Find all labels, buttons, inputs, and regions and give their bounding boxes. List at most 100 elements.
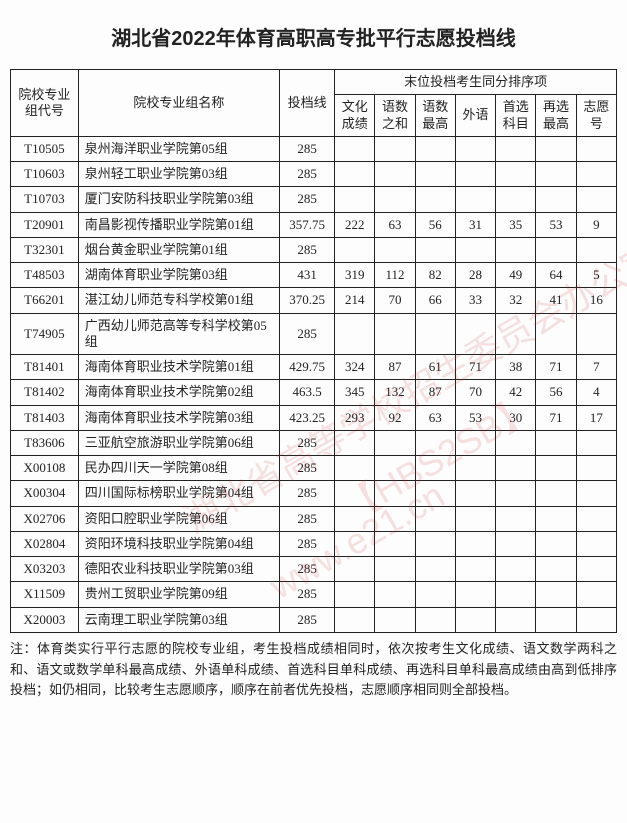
cell-code: T32301 [11,237,79,262]
cell-sub [455,557,495,582]
cell-sub [576,456,616,481]
cell-sub [536,481,576,506]
table-row: X11509贵州工贸职业学院第09组285 [11,582,617,607]
cell-score: 423.25 [280,405,335,430]
table-row: T81402海南体育职业技术学院第02组463.5345132877042564 [11,380,617,405]
cell-sub [496,481,536,506]
cell-sub: 112 [375,263,415,288]
cell-sub [455,506,495,531]
cell-sub [335,313,375,355]
cell-score: 285 [280,187,335,212]
cell-sub [415,481,455,506]
cell-name: 资阳口腔职业学院第06组 [78,506,279,531]
cell-sub: 41 [536,288,576,313]
cell-sub: 33 [455,288,495,313]
cell-sub [536,506,576,531]
cell-sub [335,456,375,481]
cell-name: 烟台黄金职业学院第01组 [78,237,279,262]
cell-name: 广西幼儿师范高等专科学校第05组 [78,313,279,355]
cell-sub [496,607,536,632]
cell-sub: 70 [375,288,415,313]
table-row: T48503湖南体育职业学院第03组431319112822849645 [11,263,617,288]
cell-name: 泉州海洋职业学院第05组 [78,136,279,161]
cell-name: 四川国际标榜职业学院第04组 [78,481,279,506]
cell-sub [455,481,495,506]
cell-sub [415,506,455,531]
cell-score: 429.75 [280,355,335,380]
cell-sub: 214 [335,288,375,313]
cell-sub [496,582,536,607]
cell-score: 285 [280,481,335,506]
cell-sub [455,430,495,455]
cell-sub [335,481,375,506]
cell-score: 285 [280,237,335,262]
cell-name: 德阳农业科技职业学院第03组 [78,557,279,582]
cell-sub [415,531,455,556]
cell-name: 云南理工职业学院第03组 [78,607,279,632]
cell-sub [496,430,536,455]
cell-sub: 319 [335,263,375,288]
cell-sub: 222 [335,212,375,237]
page-title: 湖北省2022年体育高职高专批平行志愿投档线 [10,22,617,51]
table-row: X20003云南理工职业学院第03组285 [11,607,617,632]
th-sub-4: 首选科目 [496,95,536,137]
cell-sub [455,237,495,262]
cell-code: T81401 [11,355,79,380]
cell-sub [375,531,415,556]
cell-sub: 30 [496,405,536,430]
cell-sub: 9 [576,212,616,237]
table-row: T32301烟台黄金职业学院第01组285 [11,237,617,262]
cell-sub [375,607,415,632]
cell-sub [496,506,536,531]
table-row: T10703厦门安防科技职业学院第03组285 [11,187,617,212]
cell-sub [536,313,576,355]
th-code: 院校专业组代号 [11,70,79,137]
table-row: T66201湛江幼儿师范专科学校第01组370.2521470663332411… [11,288,617,313]
cell-name: 贵州工贸职业学院第09组 [78,582,279,607]
th-sub-5: 再选最高 [536,95,576,137]
cell-sub [576,531,616,556]
cell-sub [415,237,455,262]
cell-sub [415,430,455,455]
cell-sub [536,531,576,556]
cell-code: T20901 [11,212,79,237]
cell-sub [375,430,415,455]
cell-sub [415,456,455,481]
table-row: T81401海南体育职业技术学院第01组429.7532487617138717 [11,355,617,380]
cell-sub [496,136,536,161]
cell-sub [335,531,375,556]
cell-sub [496,187,536,212]
cell-name: 民办四川天一学院第08组 [78,456,279,481]
cell-name: 泉州轻工职业学院第03组 [78,162,279,187]
cell-score: 285 [280,607,335,632]
cell-sub [375,162,415,187]
cell-name: 海南体育职业技术学院第03组 [78,405,279,430]
cell-sub [455,313,495,355]
cell-sub [496,557,536,582]
cell-sub [496,531,536,556]
cell-sub [375,237,415,262]
cell-name: 湛江幼儿师范专科学校第01组 [78,288,279,313]
th-sub-2: 语数最高 [415,95,455,137]
cell-sub [335,506,375,531]
cell-sub: 56 [415,212,455,237]
table-row: X02804资阳环境科技职业学院第04组285 [11,531,617,556]
cell-sub [335,430,375,455]
cell-sub: 92 [375,405,415,430]
cell-score: 285 [280,506,335,531]
cell-sub [576,187,616,212]
cell-sub [576,607,616,632]
cell-sub: 28 [455,263,495,288]
th-sub-0: 文化成绩 [335,95,375,137]
cell-sub [415,557,455,582]
table-body: T10505泉州海洋职业学院第05组285T10603泉州轻工职业学院第03组2… [11,136,617,632]
cell-score: 431 [280,263,335,288]
cell-name: 海南体育职业技术学院第01组 [78,355,279,380]
cell-sub [576,136,616,161]
cell-sub [415,313,455,355]
cell-sub [335,607,375,632]
cell-sub: 345 [335,380,375,405]
cell-score: 285 [280,557,335,582]
cell-sub: 82 [415,263,455,288]
cell-sub [335,162,375,187]
